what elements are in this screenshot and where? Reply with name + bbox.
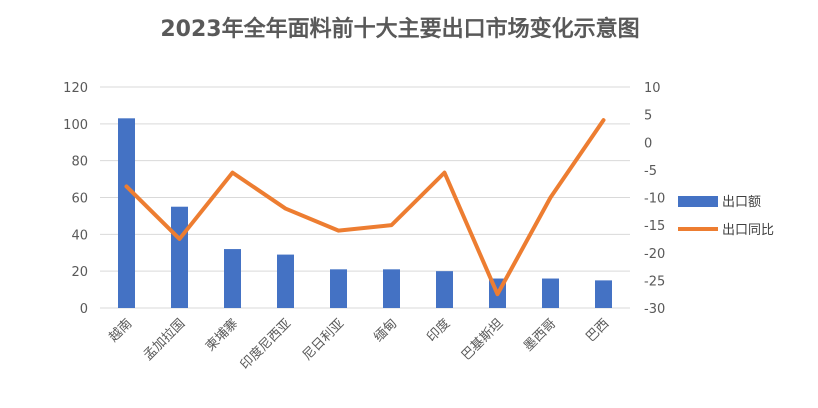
right-tick-label: -5 — [644, 164, 657, 179]
right-tick-label: -10 — [644, 192, 665, 207]
right-tick-label: -20 — [644, 247, 665, 262]
left-axis-ticks: 0 20 40 60 80 100 120 — [63, 81, 88, 317]
category-label: 缅甸 — [371, 316, 400, 345]
legend-label: 出口同比 — [722, 223, 774, 238]
gridlines — [100, 86, 630, 309]
series-line — [124, 118, 606, 297]
line-point — [550, 197, 551, 198]
left-tick-label: 0 — [80, 302, 88, 317]
left-tick-label: 40 — [71, 228, 88, 243]
right-tick-label: -25 — [644, 274, 665, 289]
bar — [542, 278, 559, 308]
line-point — [179, 238, 180, 240]
line-point — [285, 208, 286, 210]
line-point — [497, 293, 498, 295]
line-point — [232, 172, 233, 174]
right-axis-ticks: -30 -25 -20 -15 -10 -5 0 5 10 — [644, 81, 665, 317]
legend-bar-swatch — [678, 196, 718, 207]
category-label: 巴基斯坦 — [459, 316, 506, 363]
legend-label: 出口额 — [722, 195, 761, 210]
chart-title: 2023年全年面料前十大主要出口市场变化示意图 — [160, 16, 639, 42]
category-label: 越南 — [106, 316, 136, 346]
bar — [383, 269, 400, 308]
bar — [330, 269, 347, 308]
right-tick-label: -15 — [644, 219, 665, 234]
category-label: 孟加拉国 — [141, 316, 188, 363]
line-series — [124, 118, 606, 297]
left-tick-label: 100 — [63, 118, 88, 133]
left-tick-label: 120 — [63, 81, 88, 96]
category-label: 柬埔寨 — [202, 316, 241, 355]
bar — [118, 118, 135, 308]
left-tick-label: 80 — [71, 155, 88, 170]
right-tick-label: 10 — [644, 81, 661, 96]
category-label: 印度尼西亚 — [237, 316, 294, 373]
line-point — [444, 172, 445, 174]
bar — [171, 206, 188, 308]
category-label: 巴西 — [583, 316, 612, 345]
category-label: 墨西哥 — [521, 316, 559, 354]
left-tick-label: 20 — [71, 265, 88, 280]
category-label: 印度 — [424, 316, 454, 346]
bar — [277, 254, 294, 308]
bar — [224, 249, 241, 308]
bar — [595, 280, 612, 308]
right-tick-label: -30 — [644, 302, 665, 317]
bar-series — [118, 118, 612, 308]
right-tick-label: 0 — [644, 136, 652, 151]
category-label: 尼日利亚 — [300, 316, 347, 363]
line-point — [391, 224, 392, 226]
line-point — [603, 119, 604, 121]
left-tick-label: 60 — [71, 192, 88, 207]
bar — [436, 271, 453, 308]
line-point — [338, 230, 339, 232]
right-tick-label: 5 — [644, 109, 652, 124]
line-point — [126, 185, 127, 187]
